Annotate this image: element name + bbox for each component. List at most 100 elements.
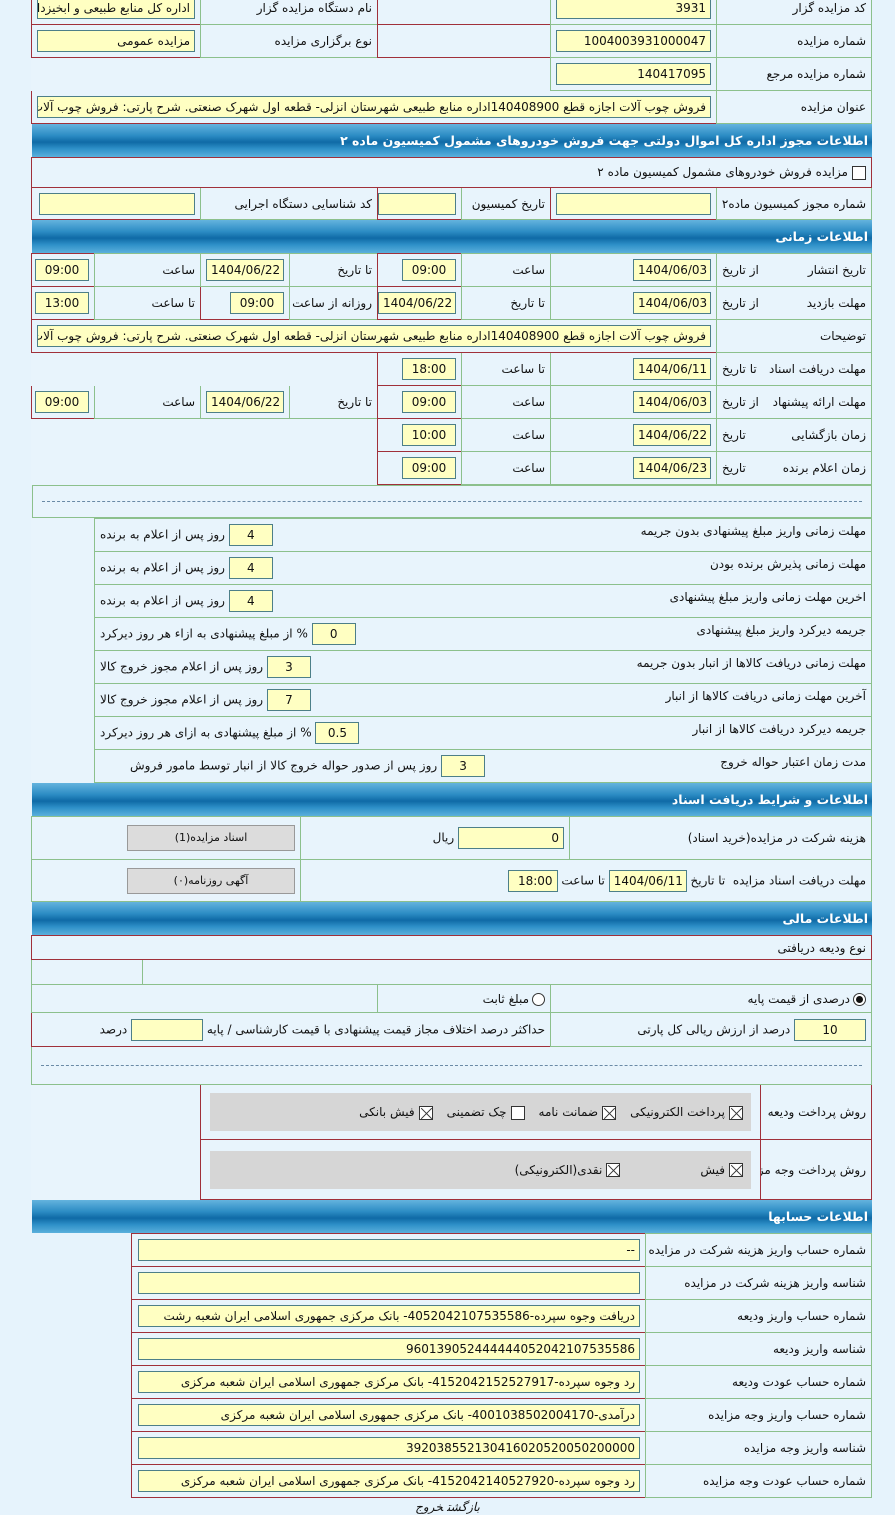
exit-link[interactable]: خروج [415,1500,444,1514]
payment-option[interactable]: پرداخت الکترونیکی [630,1105,743,1120]
rule-value-field[interactable]: 3 [266,656,311,678]
checkbox[interactable] [606,1163,621,1177]
rule-value-field[interactable]: 4 [228,557,273,579]
docs-time-field[interactable]: 18:00 [507,869,558,892]
visit-daily-to-field[interactable]: 13:00 [35,292,89,314]
org-field[interactable]: اداره کل منابع طبیعی و ابخیزداری [37,0,195,19]
auction-documents-button[interactable]: اسناد مزایده(1) [127,825,295,851]
publish-to-field[interactable]: 1404/06/22 [206,259,284,281]
number-field[interactable]: 1004003931000047 [556,30,711,52]
docs-time-field[interactable]: 18:00 [402,358,456,380]
rule-value-field[interactable]: 4 [228,524,273,546]
opening-time-field[interactable]: 10:00 [402,424,456,446]
percent-field[interactable]: 10 [794,1018,866,1041]
docs-date-field[interactable]: 1404/06/11 [608,869,687,892]
checkbox[interactable] [729,1163,743,1177]
exec-code-field[interactable] [39,192,195,215]
account-field[interactable] [138,1272,640,1294]
newspaper-ad-button[interactable]: آگهی روزنامه(۰) [127,867,295,894]
visit-to-field[interactable]: 1404/06/22 [378,292,456,314]
offer-time-field[interactable]: 09:00 [402,391,456,413]
commission-checkbox[interactable] [852,165,866,180]
commission-date-field[interactable] [378,192,456,215]
offer-to-field[interactable]: 1404/06/22 [206,391,284,413]
label: درصد از ارزش ریالی کل پارتی [637,1022,791,1036]
label: شناسه واریز هزینه شرکت در مزایده [645,1266,872,1300]
rule-row: مهلت زمانی واریز مبلغ پیشنهادی بدون جریم… [31,518,872,552]
label: تاریخ کمیسیون [461,187,551,220]
payment-option[interactable]: نقدی(الکترونیکی) [515,1163,621,1177]
docs-to-field[interactable]: 1404/06/11 [633,358,711,380]
payment-option[interactable]: فیش بانکی [359,1105,433,1120]
fee-field[interactable]: 0 [458,827,564,849]
label: جریمه دیرکرد واریز مبلغ پیشنهادی [696,623,867,637]
checkbox[interactable] [729,1105,743,1120]
checkbox[interactable] [418,1105,433,1120]
permit-field[interactable] [556,192,711,215]
winner-time-field[interactable]: 09:00 [402,457,456,479]
payment-option[interactable]: فیش [700,1163,743,1177]
label: شماره حساب واریز وجه مزایده [645,1398,872,1432]
label: تا ساعت [94,286,201,320]
checkbox[interactable] [510,1105,525,1120]
publish-time2-field[interactable]: 09:00 [35,259,89,281]
payment-option[interactable]: چک تضمینی [447,1105,525,1120]
label: فیش بانکی [359,1105,415,1119]
label: مهلت زمانی دریافت کالاها از انبار بدون ج… [636,656,866,670]
fixed-radio[interactable] [532,992,545,1006]
winner-date-field[interactable]: 1404/06/23 [633,457,711,479]
offer-from-field[interactable]: 1404/06/03 [633,391,711,413]
section-header: اطلاعات مجوز اداره کل اموال دولتی جهت فر… [32,124,872,157]
rule-value-field[interactable]: 4 [228,590,273,612]
opening-date-field[interactable]: 1404/06/22 [633,424,711,446]
type-field[interactable]: مزایده عمومی [37,30,195,52]
description-field[interactable]: فروش چوب آلات اجازه قطع 140408900اداره م… [37,325,711,347]
rule-value-field[interactable]: 3 [441,755,486,777]
account-field[interactable]: رد وجوه سپرده-4152042152527917- بانک مرک… [138,1371,640,1393]
label: شماره حساب واریز ودیعه [645,1299,872,1333]
percent-radio[interactable] [853,992,866,1006]
rule-value-field[interactable]: 7 [266,689,311,711]
account-row: شماره حساب عودت ودیعه رد وجوه سپرده-41520… [131,1365,872,1399]
account-field[interactable]: درآمدی-4001038502004170- بانک مرکزی جمهو… [138,1404,640,1426]
unit: ریال [432,830,455,845]
label: درصدی از قیمت پایه [747,991,850,1006]
title-field[interactable]: فروش چوب آلات اجازه قطع 140408900اداره م… [37,96,711,118]
code-field[interactable]: 3931 [556,0,711,19]
payment-option[interactable]: ضمانت نامه [539,1105,617,1120]
label: از تاریخ [722,263,759,277]
label: مهلت ارائه پیشنهاد [772,395,866,409]
max-diff-field[interactable] [131,1018,204,1041]
label: نام دستگاه مزایده گزار [200,0,378,25]
label: عنوان مزایده [716,90,872,124]
rule-value-field[interactable]: 0 [311,623,356,645]
offer-time2-field[interactable]: 09:00 [35,391,89,413]
unit: روز پس از اعلام مجوز خروج کالا [100,659,264,674]
account-row: شناسه واریز ودیعه 96013905244444405204210… [131,1332,872,1366]
visit-from-field[interactable]: 1404/06/03 [633,292,711,314]
account-field[interactable]: رد وجوه سپرده-4152042140527920- بانک مرک… [138,1470,640,1492]
account-field[interactable]: -- [138,1239,640,1261]
label: ساعت [461,385,551,419]
label: ساعت [461,253,551,287]
label: مبلغ ثابت [482,991,529,1006]
label: تا ساعت [461,352,551,386]
account-field[interactable]: دریافت وجوه سپرده-4052042107535586- بانک… [138,1305,640,1327]
rule-row: مدت زمان اعتبار حواله خروج 3 روز پس از صد… [31,749,872,783]
account-field[interactable]: 392038552130416020520050200000 [138,1437,640,1459]
checkbox[interactable] [602,1105,617,1120]
rule-row: آخرین مهلت زمانی دریافت کالاها از انبار 7… [31,683,872,717]
back-link[interactable]: بازگشت [447,1500,480,1514]
rule-row: جریمه دیرکرد واریز مبلغ پیشنهادی 0 % از م… [31,617,872,651]
unit: درصد [99,1022,128,1036]
visit-daily-from-field[interactable]: 09:00 [230,292,284,314]
ref-field[interactable]: 140417095 [556,63,711,85]
checkbox-label: مزایده فروش خودروهای مشمول کمیسیون ماده … [597,165,848,180]
publish-time-field[interactable]: 09:00 [402,259,456,281]
account-field[interactable]: 960139052444444052042107535586 [138,1338,640,1360]
publish-from-field[interactable]: 1404/06/03 [633,259,711,281]
rule-value-field[interactable]: 0.5 [315,722,360,744]
section-header: اطلاعات مالی [32,902,872,935]
label: نوع ودیعه دریافتی [31,935,872,960]
unit: روز پس از صدور حواله خروج کالا از انبار … [130,758,438,773]
